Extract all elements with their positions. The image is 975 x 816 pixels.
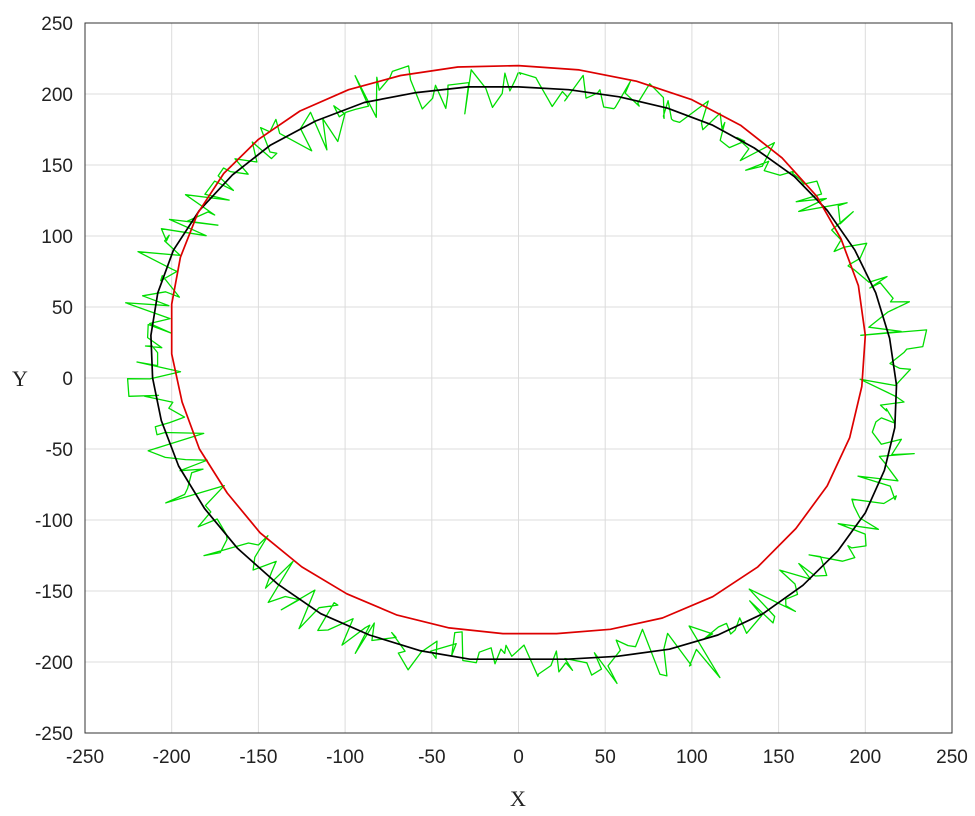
x-tick-label: 100: [676, 747, 708, 768]
x-tick-label: 200: [849, 747, 881, 768]
series-line-3: [170, 64, 867, 635]
y-axis-title: Y: [12, 366, 28, 391]
y-tick-label: 250: [41, 14, 73, 35]
x-tick-label: -150: [239, 747, 277, 768]
x-tick-label: -100: [326, 747, 364, 768]
y-tick-label: -250: [35, 724, 73, 745]
series-line-1: [125, 65, 928, 685]
y-tick-label: 0: [62, 369, 73, 390]
x-tick-label: 50: [595, 747, 616, 768]
x-tick-label: -50: [418, 747, 445, 768]
y-tick-label: -200: [35, 653, 73, 674]
x-tick-label: 250: [936, 747, 968, 768]
y-tick-label: 150: [41, 156, 73, 177]
y-tick-label: -150: [35, 582, 73, 603]
x-tick-label: -250: [66, 747, 104, 768]
x-tick-label: 150: [763, 747, 795, 768]
y-tick-label: 100: [41, 227, 73, 248]
x-tick-label: 0: [513, 747, 524, 768]
y-tick-label: 200: [41, 85, 73, 106]
x-tick-label: -200: [153, 747, 191, 768]
y-tick-label: -50: [46, 440, 73, 461]
y-tick-label: -100: [35, 511, 73, 532]
tick-labels: -250 -200 -150 -100 -50 0 50 100 150 200 250 -250 -2…: [35, 14, 968, 768]
y-tick-label: 50: [52, 298, 73, 319]
plot-frame: [84, 22, 953, 734]
x-axis-title: X: [510, 786, 526, 811]
series-layer: [125, 64, 928, 685]
series-line-2: [150, 86, 898, 661]
